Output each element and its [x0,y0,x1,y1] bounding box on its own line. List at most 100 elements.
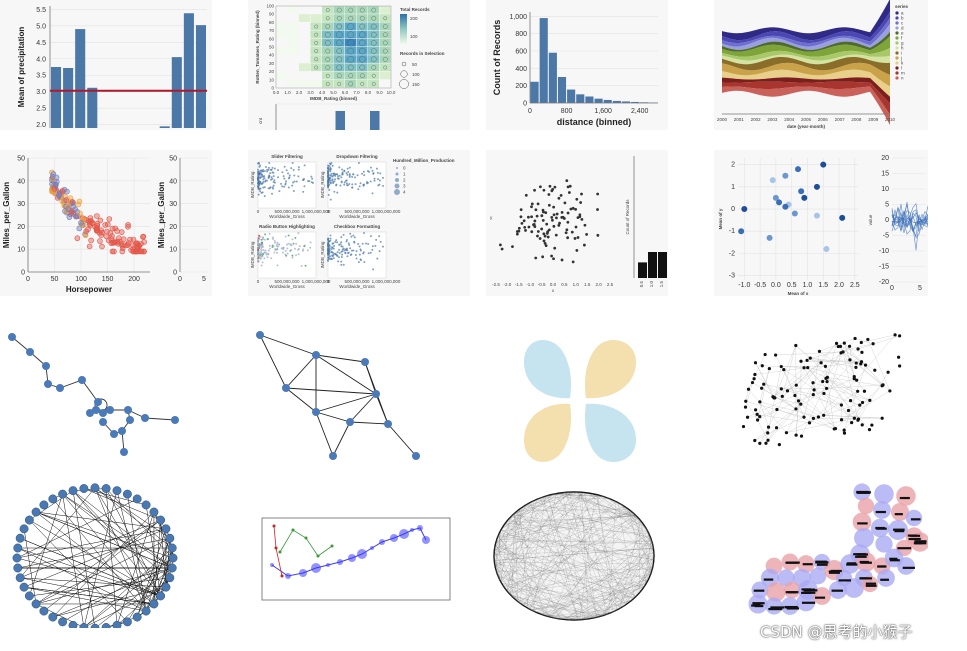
graph-node [819,361,823,365]
x-axis-title: x [552,288,555,293]
graph-edge [507,591,536,613]
bar [183,13,194,129]
graph-edge [813,394,859,421]
movie-point [359,249,362,252]
series-line [891,205,928,228]
series-line [891,206,928,235]
movie-point [378,183,381,186]
heat-cell [368,22,379,31]
selection-circle [348,15,354,21]
movie-point [349,232,352,235]
graph-node [79,623,89,628]
graph-edge [510,516,654,547]
movie-point [258,184,261,187]
graph-edge [747,395,796,418]
graph-edge [499,533,654,560]
movie-point [259,164,262,167]
scatter-point [560,210,564,214]
movie-point [273,167,276,170]
graph-edge [259,334,317,356]
scatter-point [540,227,544,231]
movie-point [340,176,343,179]
legend-size-circle [400,70,408,78]
scatter-point [574,207,578,211]
heat-cell [379,14,391,22]
car-point [133,241,139,248]
movie-point [352,249,355,252]
graph-node [132,494,142,504]
graph-edge [62,557,174,623]
y-axis-title: Count of Records [492,20,502,96]
selection-circle [370,48,377,54]
movie-point [340,250,343,253]
mean-point [782,203,789,210]
word-bubble [766,582,786,602]
movie-point [352,234,355,237]
movie-point [327,252,330,255]
graph-edge [511,595,559,619]
graph-edge [867,339,891,391]
word-glyph-mark [754,604,764,608]
heat-cell [276,22,287,31]
x-tick-label: -0.5 [538,282,546,287]
car-point [66,214,73,220]
car-point [49,173,56,180]
graph-edge [501,528,621,608]
graph-node [753,372,757,377]
y-tick-label: 30 [17,201,25,208]
graph-node [19,524,29,534]
movie-point [351,183,354,186]
movie-point [291,184,294,187]
graph-edge [588,544,653,619]
graph-edge [803,367,836,429]
movie-point [330,162,333,164]
graph-node [372,390,380,398]
car-point [119,248,126,255]
graph-edge [580,573,652,620]
graph-edge [501,493,555,529]
x-tick-label: 800 [561,108,573,115]
word-glyph-mark [786,561,800,564]
scatter-point [543,242,547,245]
word-glyph-mark [846,563,858,566]
movie-point [290,167,293,170]
graph-edge [795,345,811,359]
graph-node [312,408,320,416]
scatter-point [565,179,569,183]
graph-edge [494,545,635,599]
y-tick-label: 2.5 [36,106,46,113]
graph-edge [825,378,870,401]
count-bar [658,252,667,278]
graph-edge [581,492,589,619]
x-axis-title: Mean of x [788,291,809,296]
path-node [379,539,385,545]
movie-point [263,238,266,241]
word-glyph-mark [889,559,900,562]
graph-edge [81,379,99,403]
graph-edge [497,512,633,539]
movie-point [267,168,270,171]
scatter-point [554,233,558,237]
graph-node [384,420,392,428]
legend-swatch [394,189,400,195]
y-tick-label: 50 [269,45,275,50]
movie-point [330,172,333,175]
graph-edge [838,346,851,360]
word-glyph-mark [856,491,870,494]
movie-point [337,260,340,263]
word-glyph-mark [914,540,927,543]
word-bubble [896,486,916,506]
graph-node [802,415,806,419]
selection-circle [358,39,366,47]
graph-edge [285,354,317,389]
scatter-point [544,211,548,215]
y-tick-label: 70 [269,28,275,33]
graph-edge [800,403,845,434]
graph-edge [497,506,626,538]
graph-edge [759,401,819,418]
movie-point [340,255,343,258]
side-y-tick-label: 0 [885,217,889,224]
graph-edge [757,414,810,423]
graph-node [743,405,748,409]
graph-edge [35,567,173,605]
